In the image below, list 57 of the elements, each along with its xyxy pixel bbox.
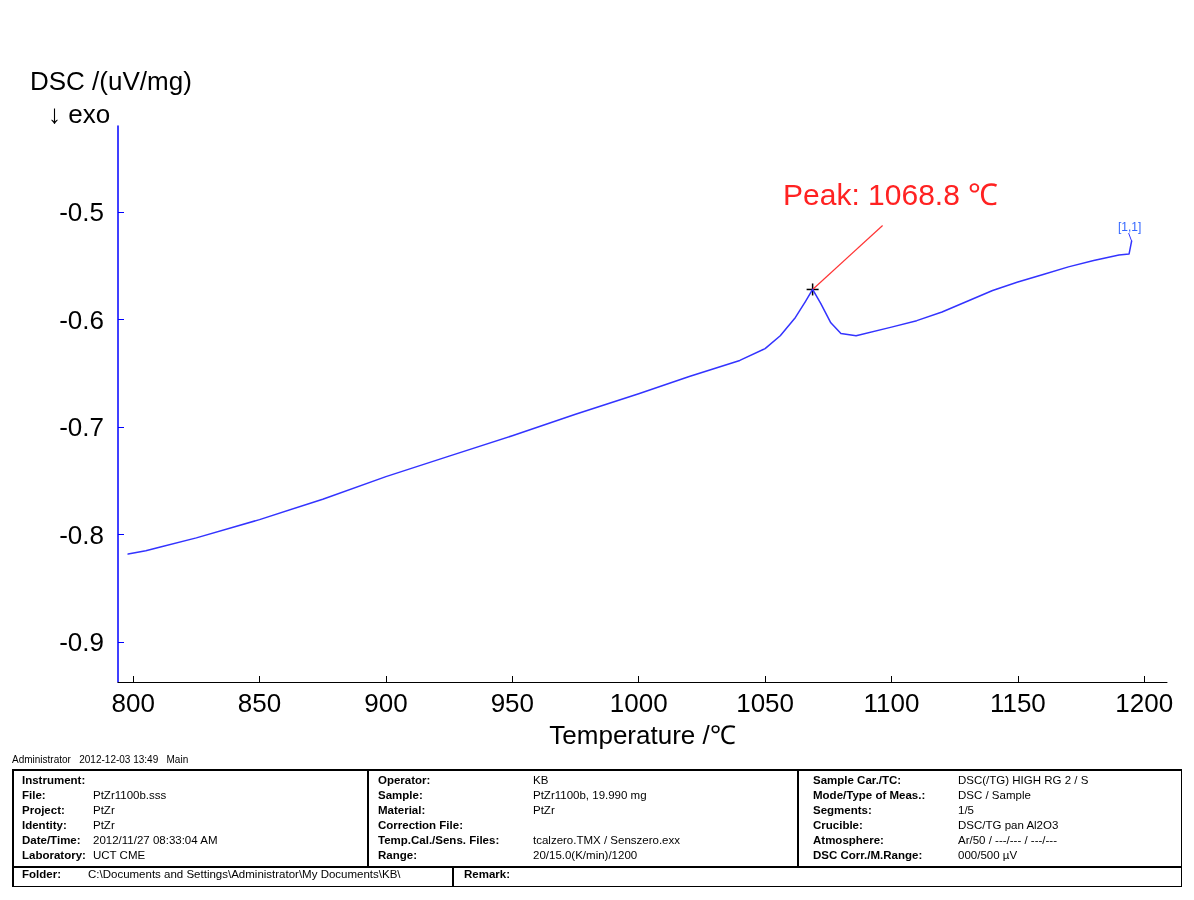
x-tick-label: 1200: [1115, 688, 1174, 718]
text: Crucible:: [813, 818, 863, 833]
text: Temp.Cal./Sens. Files:: [378, 833, 500, 848]
x-tick-label: 1150: [989, 688, 1046, 718]
text: Sample:: [378, 788, 423, 803]
text: PtZr: [93, 818, 115, 833]
annotation: Peak: 1068.8 ℃: [783, 177, 999, 211]
y-axis-title: DSC /(uV/mg): [30, 66, 192, 96]
x-tick-label: 800: [111, 688, 155, 718]
text: Atmosphere:: [813, 833, 884, 848]
text: 2012/11/27 08:33:04 AM: [93, 833, 218, 848]
text: ↓ exo: [48, 99, 111, 129]
text: Correction File:: [378, 818, 463, 833]
text: Sample Car./TC:: [813, 773, 902, 788]
text: 000/500 µV: [958, 848, 1018, 863]
text: Project:: [22, 803, 65, 818]
text: PtZr1100b.sss: [93, 788, 167, 803]
text: Range:: [378, 848, 417, 863]
text: Instrument:: [22, 773, 86, 788]
text: DSC Corr./M.Range:: [813, 848, 923, 863]
text: 20/15.0(K/min)/1200: [533, 848, 638, 863]
text: Date/Time:: [22, 833, 81, 848]
text: tcalzero.TMX / Senszero.exx: [533, 833, 680, 848]
x-tick-label: 950: [490, 688, 535, 718]
x-tick-label: 1050: [736, 688, 795, 718]
text: KB: [533, 773, 549, 788]
x-tick-label: 1000: [609, 688, 668, 718]
text: Segments:: [813, 803, 872, 818]
text: 1/5: [958, 803, 974, 818]
text: UCT CME: [93, 848, 146, 863]
text: Mode/Type of Meas.:: [813, 788, 926, 803]
text: Operator:: [378, 773, 431, 788]
text: File:: [22, 788, 46, 803]
x-tick-label: 900: [364, 688, 408, 718]
text: C:\Documents and Settings\Administrator\My Documents\KB\: [88, 867, 401, 882]
annotation: [1,1]: [1117, 220, 1142, 235]
text: Identity:: [22, 818, 67, 833]
text: DSC/TG pan Al2O3: [958, 818, 1059, 833]
text: Remark:: [464, 867, 511, 882]
x-axis-title: Temperature /℃: [549, 720, 736, 750]
text: Ar/50 / ---/--- / ---/---: [958, 833, 1058, 848]
y-tick-label: -0.9: [59, 627, 104, 658]
text: DSC(/TG) HIGH RG 2 / S: [958, 773, 1089, 788]
text: Material:: [378, 803, 426, 818]
y-tick-label: -0.8: [59, 519, 104, 550]
y-tick-label: -0.5: [59, 197, 104, 228]
text: DSC / Sample: [958, 788, 1031, 803]
text: PtZr: [533, 803, 555, 818]
text: Folder:: [22, 867, 61, 882]
text: Administrator 2012-12-03 13:49 Main: [12, 754, 189, 765]
x-tick-label: 1100: [863, 688, 920, 718]
text: PtZr: [93, 803, 115, 818]
text: PtZr1100b, 19.990 mg: [533, 788, 647, 803]
x-tick-label: 850: [237, 688, 282, 718]
text: Laboratory:: [22, 848, 86, 863]
y-tick-label: -0.7: [59, 412, 104, 443]
y-tick-label: -0.6: [59, 304, 104, 335]
